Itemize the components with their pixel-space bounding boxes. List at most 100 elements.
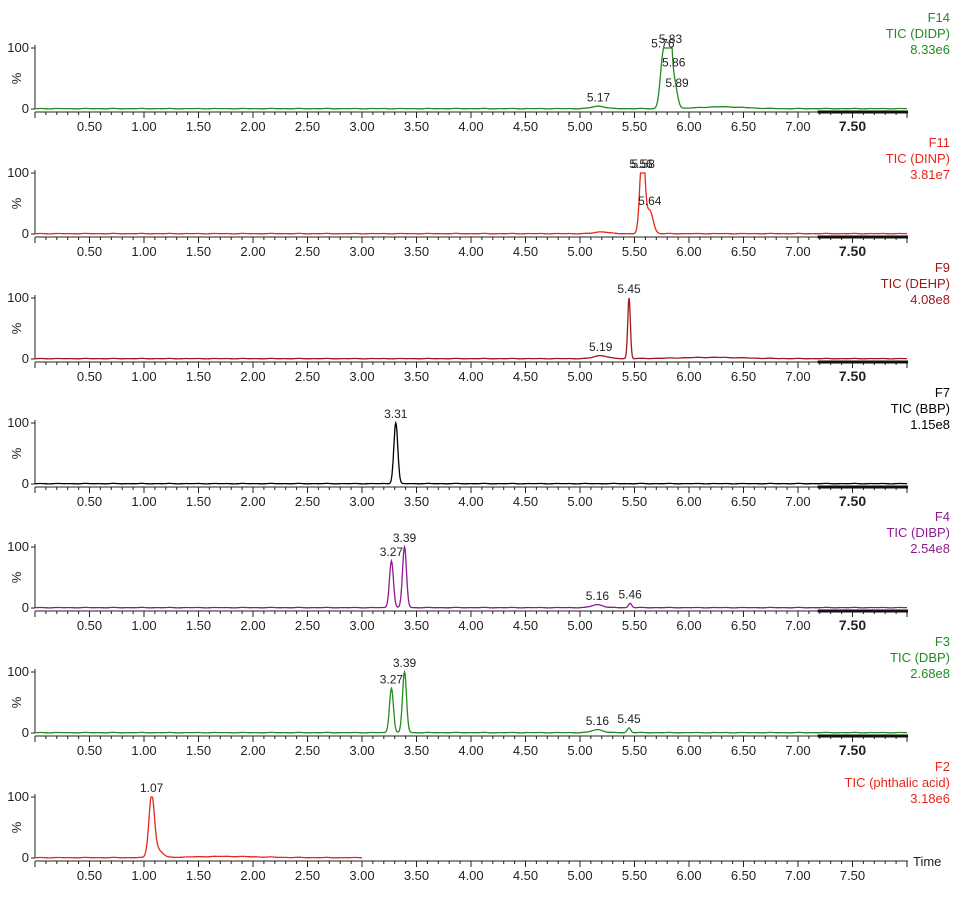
y-tick-label: 100 [7, 290, 29, 305]
x-tick-label: 2.50 [295, 369, 320, 384]
x-tick-label: 0.50 [77, 369, 102, 384]
x-tick-label: 3.50 [404, 494, 429, 509]
x-tick-label: 7.50 [839, 243, 866, 259]
x-tick-label: 5.50 [622, 119, 647, 134]
peak-label: 5.89 [665, 76, 689, 90]
panel-f2: 100 0% 0.50 1.00 1.50 2.00 2.50 3.00 3.50 4.00 4.5… [7, 759, 950, 883]
legend-trace: TIC (DEHP) [881, 276, 950, 291]
x-tick-label: 4.50 [513, 743, 538, 758]
x-tick-label: 2.50 [295, 244, 320, 259]
peak-label: 5.58 [632, 157, 656, 171]
legend-intensity: 1.15e8 [910, 417, 950, 432]
x-tick-label: 1.00 [131, 618, 156, 633]
legend-fn: F14 [928, 10, 950, 25]
y-tick-label: 0 [22, 101, 29, 116]
x-tick-label: 0.50 [77, 743, 102, 758]
x-tick-label: 7.50 [839, 742, 866, 758]
x-tick-label: 3.00 [349, 743, 374, 758]
trace-line [35, 297, 907, 360]
trace-line [35, 47, 907, 110]
x-tick-label: 6.50 [731, 494, 756, 509]
x-tick-label: 3.50 [404, 244, 429, 259]
x-tick-label: 6.50 [731, 618, 756, 633]
x-tick-label: 4.00 [458, 244, 483, 259]
x-tick-label: 2.00 [240, 119, 265, 134]
legend-intensity: 3.81e7 [910, 167, 950, 182]
panel-f7: 100 0% 0.50 1.00 1.50 2.00 2.50 3.00 3.50 4.00 4.5… [7, 385, 950, 509]
peak-label: 5.86 [662, 56, 686, 70]
x-axis-title: Time [913, 854, 941, 869]
x-tick-label: 2.00 [240, 868, 265, 883]
peak-label: 3.39 [393, 531, 417, 545]
x-tick-label: 4.50 [513, 618, 538, 633]
peak-label: 5.83 [659, 32, 683, 46]
x-tick-label: 5.00 [567, 494, 592, 509]
legend-trace: TIC (DINP) [886, 151, 950, 166]
legend-trace: TIC (BBP) [891, 401, 950, 416]
legend-trace: TIC (DIDP) [886, 26, 950, 41]
x-tick-label: 6.00 [676, 743, 701, 758]
x-tick-label: 1.00 [131, 369, 156, 384]
trace-line [35, 544, 907, 609]
legend-intensity: 2.68e8 [910, 666, 950, 681]
x-tick-label: 2.50 [295, 119, 320, 134]
x-tick-label: 3.50 [404, 743, 429, 758]
peak-label: 5.76 [651, 36, 675, 50]
x-tick-label: 1.50 [186, 244, 211, 259]
x-tick-label: 0.50 [77, 868, 102, 883]
x-tick-label: 7.00 [785, 119, 810, 134]
x-tick-label: 2.50 [295, 868, 320, 883]
x-tick-label: 3.00 [349, 369, 374, 384]
x-tick-label: 0.50 [77, 244, 102, 259]
peak-label: 1.07 [140, 781, 164, 795]
legend-fn: F7 [935, 385, 950, 400]
x-tick-label: 2.00 [240, 369, 265, 384]
x-tick-label: 5.50 [622, 244, 647, 259]
y-tick-label: 100 [7, 789, 29, 804]
legend-trace: TIC (DIBP) [886, 525, 950, 540]
x-tick-label: 5.50 [622, 868, 647, 883]
x-tick-label: 1.50 [186, 868, 211, 883]
y-percent-label: % [9, 821, 24, 833]
x-tick-label: 5.00 [567, 868, 592, 883]
y-tick-label: 0 [22, 226, 29, 241]
peak-label: 5.45 [617, 712, 641, 726]
peak-label: 3.27 [380, 672, 404, 686]
x-tick-label: 7.00 [785, 618, 810, 633]
x-tick-label: 6.00 [676, 244, 701, 259]
x-tick-label: 1.50 [186, 369, 211, 384]
x-tick-label: 3.00 [349, 618, 374, 633]
x-tick-label: 1.50 [186, 119, 211, 134]
y-percent-label: % [9, 571, 24, 583]
x-tick-label: 4.50 [513, 244, 538, 259]
legend-intensity: 4.08e8 [910, 292, 950, 307]
legend-fn: F3 [935, 634, 950, 649]
peak-label: 3.27 [380, 545, 404, 559]
trace-line [35, 420, 907, 485]
panel-f3: 100 0% 0.50 1.00 1.50 2.00 2.50 3.00 3.50 4.00 4.5… [7, 634, 950, 758]
x-tick-label: 6.00 [676, 494, 701, 509]
x-tick-label: 3.00 [349, 868, 374, 883]
x-tick-label: 7.00 [785, 244, 810, 259]
y-tick-label: 100 [7, 415, 29, 430]
y-tick-label: 0 [22, 725, 29, 740]
x-tick-label: 6.00 [676, 618, 701, 633]
x-tick-label: 1.00 [131, 743, 156, 758]
x-tick-label: 4.50 [513, 868, 538, 883]
x-tick-label: 7.00 [785, 868, 810, 883]
legend-intensity: 8.33e6 [910, 42, 950, 57]
x-tick-label: 4.00 [458, 369, 483, 384]
x-tick-label: 3.00 [349, 119, 374, 134]
x-tick-label: 5.00 [567, 244, 592, 259]
x-tick-label: 4.50 [513, 369, 538, 384]
peak-label: 5.45 [617, 282, 641, 296]
peak-label: 5.46 [618, 588, 642, 602]
x-tick-label: 5.00 [567, 119, 592, 134]
x-tick-label: 3.50 [404, 868, 429, 883]
x-tick-label: 5.00 [567, 743, 592, 758]
x-tick-label: 2.50 [295, 494, 320, 509]
x-tick-label: 4.50 [513, 494, 538, 509]
x-tick-label: 4.50 [513, 119, 538, 134]
x-tick-label: 4.00 [458, 119, 483, 134]
